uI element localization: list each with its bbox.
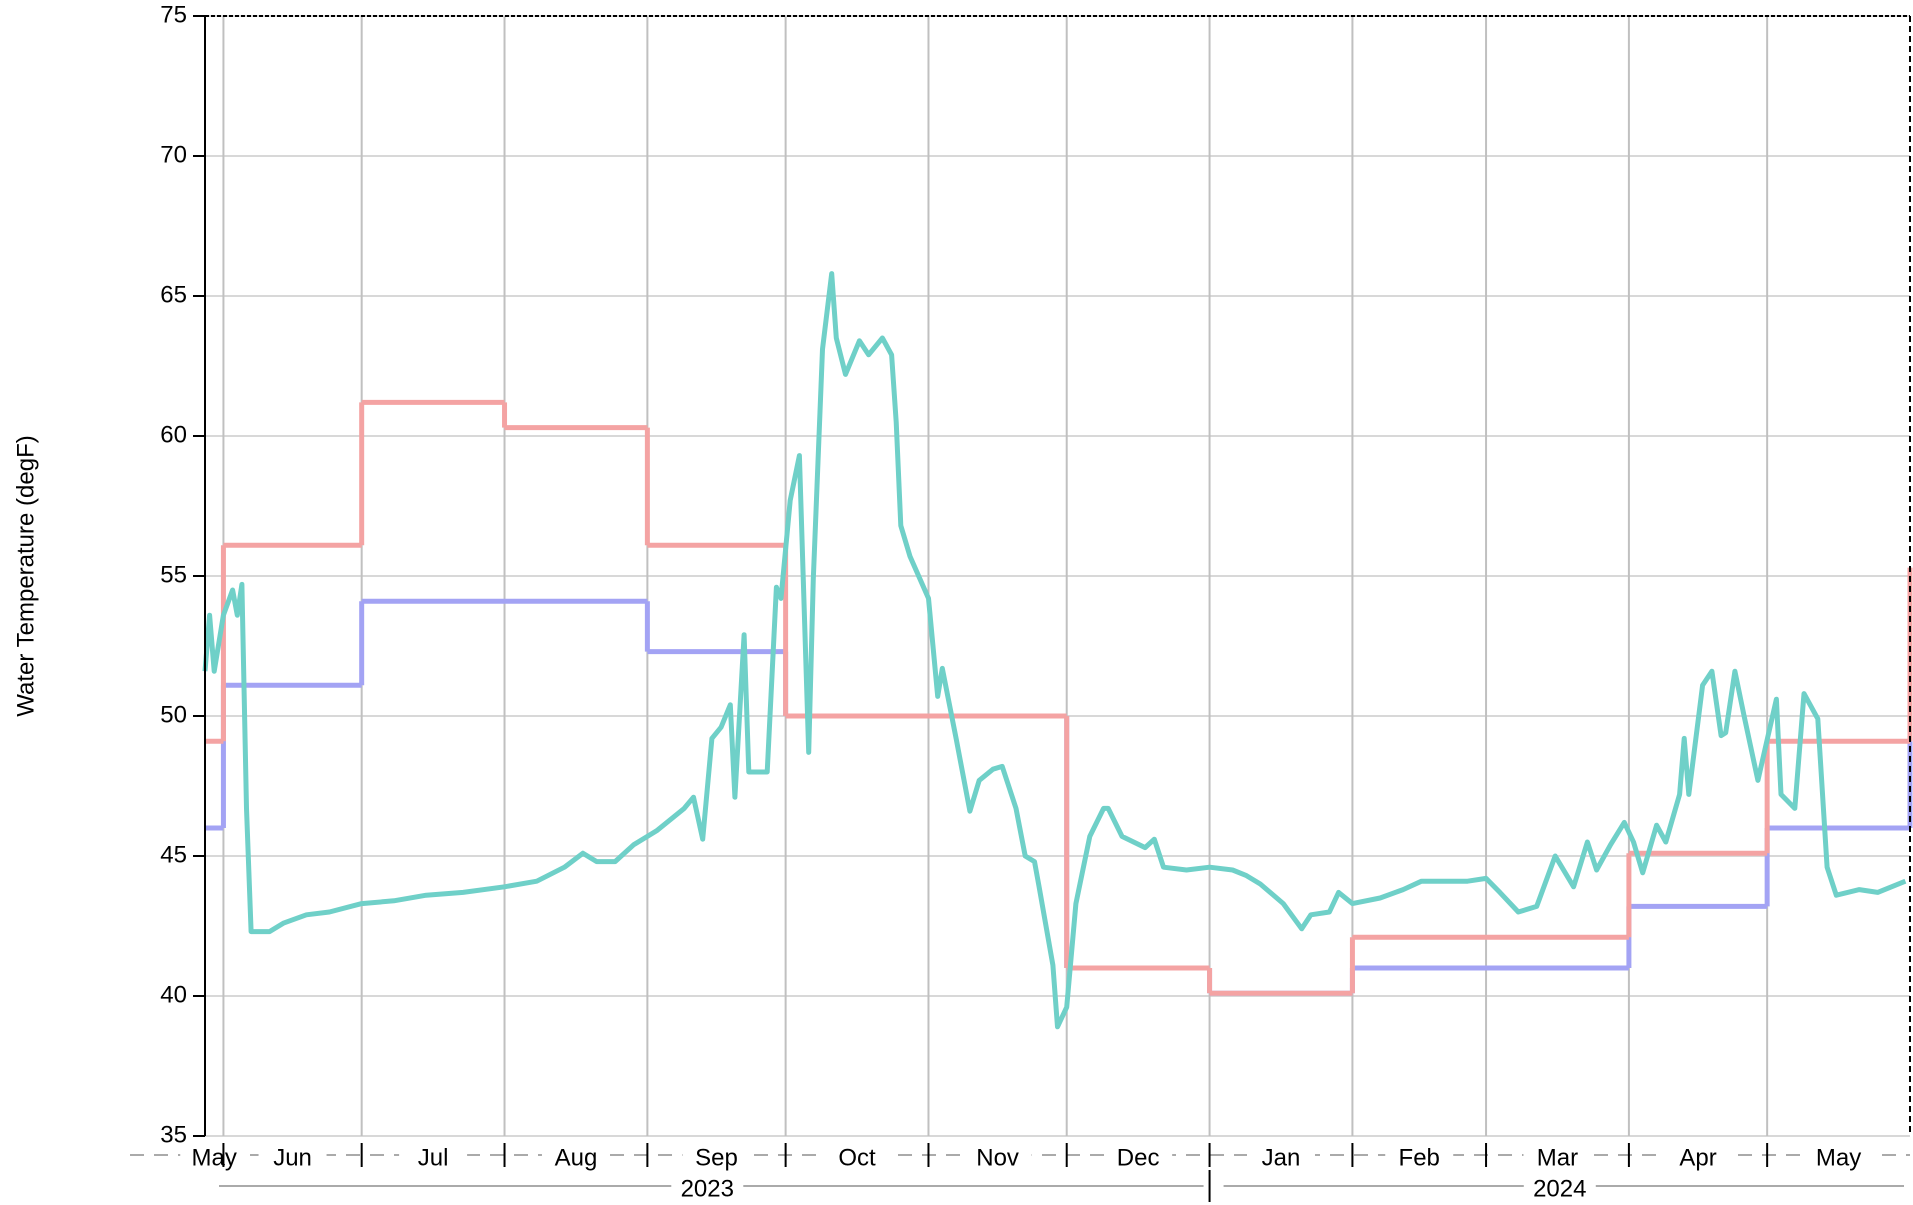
label-bg <box>399 1143 468 1173</box>
x-tick-label: Dec <box>1117 1144 1160 1171</box>
x-tick-label: Aug <box>555 1144 598 1171</box>
year-label: 2023 <box>681 1175 734 1202</box>
x-tick-label: Apr <box>1679 1144 1716 1171</box>
x-tick-label: Feb <box>1399 1144 1440 1171</box>
y-tick-label: 40 <box>160 981 187 1008</box>
label-bg <box>823 1143 892 1173</box>
label-bg <box>1385 1143 1454 1173</box>
x-tick-label: Oct <box>838 1144 876 1171</box>
x-tick-label: Jun <box>273 1144 312 1171</box>
y-tick-label: 65 <box>160 281 187 308</box>
label-bg <box>1523 1174 1596 1204</box>
label-bg <box>180 1143 249 1173</box>
y-tick-label: 55 <box>160 561 187 588</box>
year-label: 2024 <box>1533 1175 1586 1202</box>
y-axis-label: Water Temperature (degF) <box>12 435 39 716</box>
label-bg <box>682 1143 751 1173</box>
y-tick-label: 50 <box>160 701 187 728</box>
x-tick-label: May <box>1816 1144 1861 1171</box>
y-tick-label: 75 <box>160 1 187 28</box>
label-bg <box>1664 1143 1733 1173</box>
label-bg <box>1523 1143 1592 1173</box>
x-tick-label: Jul <box>418 1144 449 1171</box>
label-bg <box>541 1143 610 1173</box>
x-tick-label: May <box>192 1144 237 1171</box>
x-tick-label: Nov <box>976 1144 1019 1171</box>
label-bg <box>1246 1143 1315 1173</box>
label-bg <box>1804 1143 1873 1173</box>
y-tick-label: 60 <box>160 421 187 448</box>
x-tick-label: Sep <box>695 1144 738 1171</box>
label-bg <box>1104 1143 1173 1173</box>
temperature-line <box>202 271 1907 1030</box>
x-tick-label: Mar <box>1537 1144 1578 1171</box>
y-tick-label: 45 <box>160 841 187 868</box>
label-bg <box>258 1143 327 1173</box>
y-tick-label: 70 <box>160 141 187 168</box>
label-bg <box>963 1143 1032 1173</box>
label-bg <box>671 1174 744 1204</box>
x-tick-label: Jan <box>1262 1144 1301 1171</box>
